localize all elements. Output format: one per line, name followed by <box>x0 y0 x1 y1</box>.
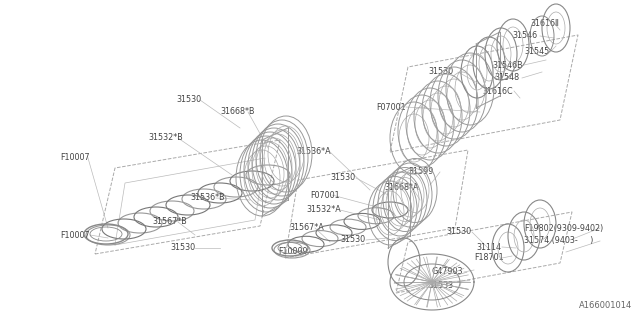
Text: 31530: 31530 <box>446 228 471 236</box>
Text: 31533: 31533 <box>428 282 453 291</box>
Text: 31536*A: 31536*A <box>296 148 331 156</box>
Text: 31114: 31114 <box>476 243 501 252</box>
Text: 31567*B: 31567*B <box>152 218 187 227</box>
Text: 31567*A: 31567*A <box>289 223 324 233</box>
Text: 31530: 31530 <box>176 95 201 105</box>
Text: 31616Ⅱ: 31616Ⅱ <box>530 19 559 28</box>
Text: 31532*A: 31532*A <box>306 205 340 214</box>
Text: F10007: F10007 <box>60 230 90 239</box>
Text: 31599: 31599 <box>408 167 433 177</box>
Text: 31668*A: 31668*A <box>384 182 419 191</box>
Text: 31574 (9403-     ): 31574 (9403- ) <box>524 236 593 245</box>
Text: 31668*B: 31668*B <box>220 108 255 116</box>
Text: 31545: 31545 <box>524 47 549 57</box>
Text: 31530: 31530 <box>428 68 453 76</box>
Text: 31530: 31530 <box>340 236 365 244</box>
Text: 31546: 31546 <box>512 31 537 41</box>
Text: F07001: F07001 <box>376 102 406 111</box>
Text: 31536*B: 31536*B <box>190 194 225 203</box>
Text: F18701: F18701 <box>474 253 504 262</box>
Text: F07001: F07001 <box>310 190 340 199</box>
Text: G47903: G47903 <box>432 268 463 276</box>
Text: 31616C: 31616C <box>482 86 513 95</box>
Text: 31548: 31548 <box>494 74 519 83</box>
Text: A166001014: A166001014 <box>579 301 632 310</box>
Text: 31530: 31530 <box>330 173 355 182</box>
Text: F10009: F10009 <box>278 247 308 257</box>
Text: 31530: 31530 <box>170 244 195 252</box>
Text: 31532*B: 31532*B <box>148 133 183 142</box>
Text: F10007: F10007 <box>60 154 90 163</box>
Text: F19802(9309-9402): F19802(9309-9402) <box>524 223 604 233</box>
Text: 31546B: 31546B <box>492 60 523 69</box>
